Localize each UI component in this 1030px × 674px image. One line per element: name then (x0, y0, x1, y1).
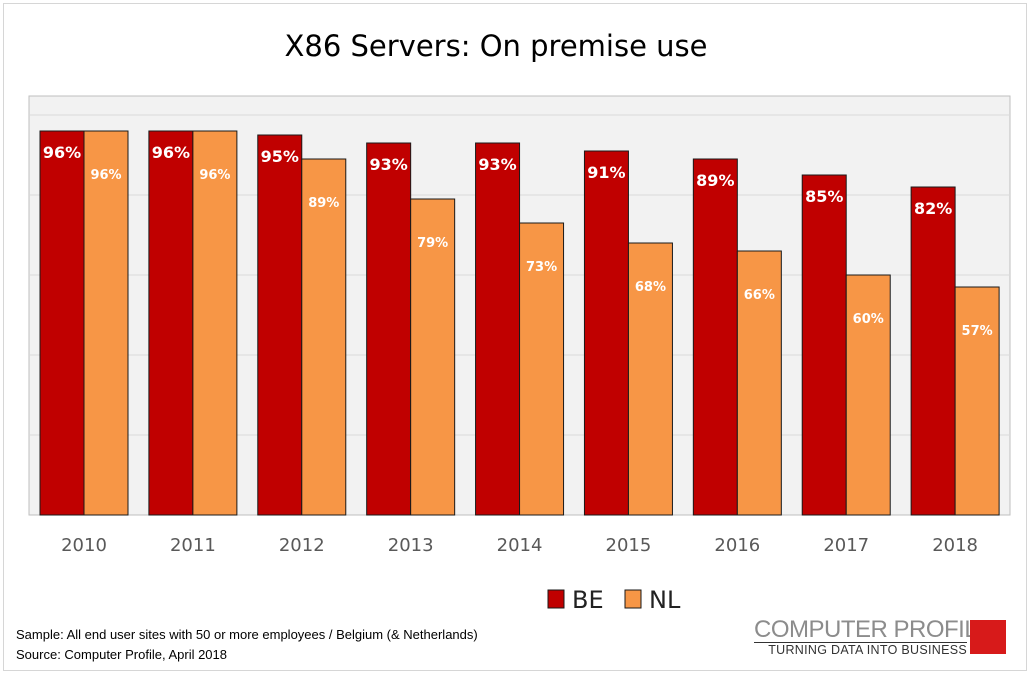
data-label-be-2015: 91% (587, 163, 625, 182)
bar-nl-2017 (845, 274, 891, 516)
bar-nl-2014 (519, 222, 565, 516)
data-label-nl-2014: 73% (526, 260, 557, 275)
bar-be-2010 (39, 130, 85, 516)
bar-nl-2015 (627, 242, 673, 516)
x-tick-label: 2016 (714, 535, 760, 556)
data-label-nl-2017: 60% (853, 312, 884, 327)
data-label-nl-2011: 96% (199, 168, 230, 183)
bar-be-2012 (257, 134, 303, 516)
computer-profile-logo: COMPUTER PROFILE TURNING DATA INTO BUSIN… (754, 616, 1006, 657)
data-label-nl-2016: 66% (744, 288, 775, 303)
bar-be-2015 (583, 150, 629, 516)
bar-nl-2011 (192, 130, 238, 516)
bar-nl-2012 (301, 158, 347, 516)
x-tick-label: 2012 (279, 535, 325, 556)
data-label-be-2013: 93% (370, 155, 408, 174)
bar-nl-2016 (736, 250, 782, 516)
data-label-be-2014: 93% (478, 155, 516, 174)
x-tick-label: 2014 (497, 535, 543, 556)
logo-name: COMPUTER PROFILE (754, 616, 993, 643)
x-tick-label: 2010 (61, 535, 107, 556)
data-label-nl-2018: 57% (962, 324, 993, 339)
data-label-be-2011: 96% (152, 143, 190, 162)
bar-be-2017 (801, 174, 847, 516)
bar-be-2011 (148, 130, 194, 516)
legend-label-nl: NL (649, 586, 681, 614)
data-label-be-2012: 95% (261, 147, 299, 166)
data-label-nl-2013: 79% (417, 236, 448, 251)
x-tick-label: 2015 (606, 535, 652, 556)
chart-frame (3, 3, 1027, 671)
bar-nl-2013 (410, 198, 456, 516)
data-label-be-2016: 89% (696, 171, 734, 190)
bar-be-2018 (910, 186, 956, 516)
x-tick-label: 2013 (388, 535, 434, 556)
bar-be-2014 (475, 142, 521, 516)
data-label-nl-2015: 68% (635, 280, 666, 295)
logo-red-square (970, 620, 1006, 654)
bar-be-2013 (366, 142, 412, 516)
x-tick-label: 2011 (170, 535, 216, 556)
legend-label-be: BE (572, 586, 604, 614)
x-tick-label: 2018 (932, 535, 978, 556)
data-label-nl-2010: 96% (90, 168, 121, 183)
data-label-be-2010: 96% (43, 143, 81, 162)
data-label-be-2017: 85% (805, 187, 843, 206)
bar-nl-2010 (83, 130, 129, 516)
legend-swatch-be (547, 589, 565, 609)
data-label-be-2018: 82% (914, 199, 952, 218)
x-tick-label: 2017 (823, 535, 869, 556)
footer-source: Source: Computer Profile, April 2018 (16, 647, 227, 662)
bar-nl-2018 (954, 286, 1000, 516)
bar-be-2016 (692, 158, 738, 516)
legend-swatch-nl (624, 589, 642, 609)
logo-tagline: TURNING DATA INTO BUSINESS (754, 642, 967, 657)
chart-title: X86 Servers: On premise use (285, 29, 708, 63)
footer-sample: Sample: All end user sites with 50 or mo… (16, 627, 478, 642)
data-label-nl-2012: 89% (308, 196, 339, 211)
